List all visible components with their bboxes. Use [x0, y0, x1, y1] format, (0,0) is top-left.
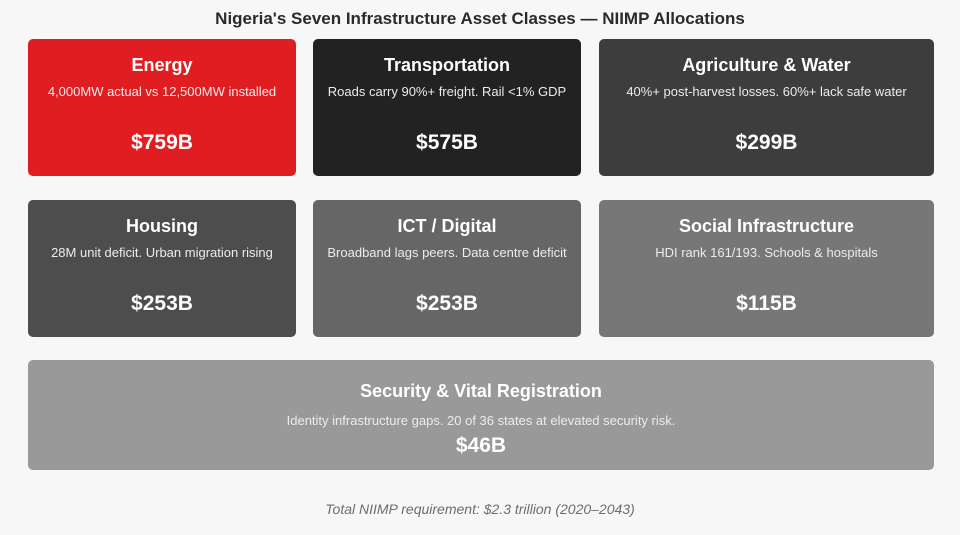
asset-class-name: Energy: [131, 55, 193, 75]
asset-class-amount: $299B: [735, 131, 798, 154]
asset-class-description: Roads carry 90%+ freight. Rail <1% GDP: [327, 84, 567, 99]
asset-card-transportation: Transportation Roads carry 90%+ freight.…: [313, 39, 581, 176]
asset-class-description: Identity infrastructure gaps. 20 of 36 s…: [286, 413, 676, 428]
asset-class-amount: $575B: [416, 131, 478, 154]
asset-class-name: Security & Vital Registration: [360, 381, 602, 401]
total-requirement-note: Total NIIMP requirement: $2.3 trillion (…: [325, 501, 635, 517]
asset-class-name: Social Infrastructure: [678, 216, 855, 236]
asset-class-description: 4,000MW actual vs 12,500MW installed: [47, 84, 277, 99]
asset-card-energy: Energy 4,000MW actual vs 12,500MW instal…: [28, 39, 296, 176]
asset-class-amount: $46B: [455, 434, 507, 457]
asset-class-name: Transportation: [383, 55, 510, 75]
asset-class-description: 40%+ post-harvest losses. 60%+ lack safe…: [626, 84, 907, 99]
asset-class-amount: $759B: [131, 131, 193, 154]
asset-card-ict-digital: ICT / Digital Broadband lags peers. Data…: [313, 200, 581, 337]
asset-class-amount: $253B: [131, 292, 193, 315]
asset-class-description: HDI rank 161/193. Schools & hospitals: [655, 245, 878, 260]
asset-class-amount: $253B: [416, 292, 478, 315]
asset-class-name: Agriculture & Water: [682, 55, 851, 75]
asset-class-description: Broadband lags peers. Data centre defici…: [327, 245, 567, 260]
asset-class-name: ICT / Digital: [397, 216, 497, 236]
asset-card-housing: Housing 28M unit deficit. Urban migratio…: [28, 200, 296, 337]
asset-class-description: 28M unit deficit. Urban migration rising: [51, 245, 273, 260]
asset-card-security-vital-registration: Security & Vital Registration Identity i…: [28, 360, 934, 470]
diagram-title: Nigeria's Seven Infrastructure Asset Cla…: [215, 9, 745, 28]
asset-class-amount: $115B: [736, 292, 797, 315]
asset-class-name: Housing: [126, 216, 198, 236]
asset-card-social-infrastructure: Social Infrastructure HDI rank 161/193. …: [599, 200, 934, 337]
asset-card-agriculture-water: Agriculture & Water 40%+ post-harvest lo…: [599, 39, 934, 176]
